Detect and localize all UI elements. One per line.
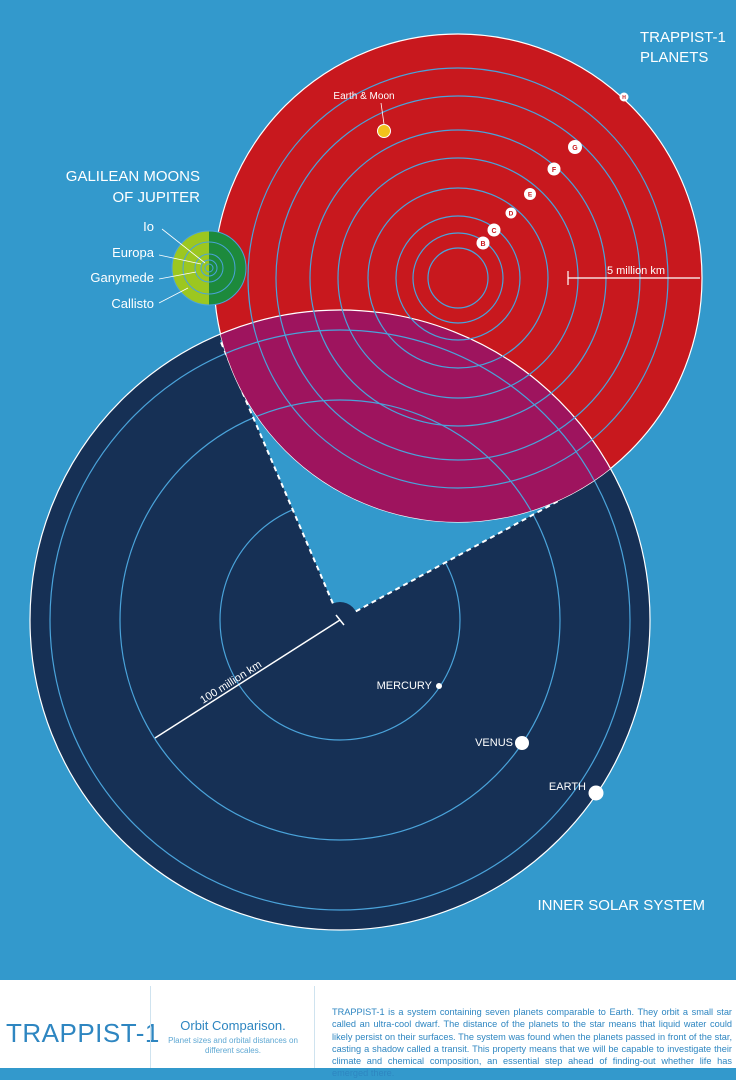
moon-leaders xyxy=(158,228,206,304)
callisto-edge xyxy=(171,230,247,306)
trappist-heading-line2: PLANETS xyxy=(640,49,708,66)
trappist-scale-label: 5 million km xyxy=(607,265,665,277)
mercury-dot xyxy=(436,683,442,689)
planet-b-letter: B xyxy=(480,241,485,248)
overlap-edge xyxy=(214,309,651,522)
galilean-heading-line1: GALILEAN MOONS xyxy=(66,168,200,185)
ganymede-leader xyxy=(158,271,197,280)
earth-moon-label: Earth & Moon xyxy=(333,91,394,102)
planet-c-dot xyxy=(487,223,501,237)
planet-b-dot xyxy=(476,236,490,250)
overlap-venus-orbit xyxy=(214,399,561,522)
planet-d: D xyxy=(505,207,517,219)
earth-moon-dot xyxy=(377,124,391,138)
ganymede-orbit xyxy=(194,253,224,283)
orbit-d xyxy=(395,215,521,341)
io-label: Io xyxy=(143,219,154,234)
overlap-region xyxy=(214,309,651,522)
io-orbit xyxy=(204,263,214,273)
moon-orbits xyxy=(171,230,247,306)
planet-f-dot xyxy=(547,162,561,176)
overlap-earth-orbit xyxy=(214,329,631,522)
europa-label: Europa xyxy=(112,245,155,260)
footer: TRAPPIST-1 Orbit Comparison. Planet size… xyxy=(0,980,736,1078)
planet-f: F xyxy=(547,162,561,176)
footer-subtitle: Orbit Comparison. xyxy=(180,1018,286,1033)
trappist-heading-line1: TRAPPIST-1 xyxy=(640,29,726,46)
orbit-b xyxy=(427,247,489,309)
callisto-orbit xyxy=(182,241,236,295)
galilean-system: Io Europa Ganymede Callisto GALILEAN MOO… xyxy=(66,168,247,311)
orbit-e xyxy=(367,187,549,369)
earth-dot xyxy=(588,785,604,801)
jupiter-overlap xyxy=(209,231,246,305)
planet-g: G xyxy=(568,140,582,154)
planet-h-dot xyxy=(619,92,629,102)
footer-divider-right xyxy=(314,986,315,1068)
europa-orbit xyxy=(200,259,218,277)
footer-title: TRAPPIST-1 xyxy=(6,1018,160,1048)
planet-c-letter: C xyxy=(491,228,496,235)
io-leader xyxy=(161,228,206,264)
venus-label: VENUS xyxy=(475,737,513,749)
footer-note: Planet sizes and orbital distances on di… xyxy=(168,1036,298,1055)
mercury-label: MERCURY xyxy=(377,680,433,692)
planet-d-dot xyxy=(505,207,517,219)
earth-label: EARTH xyxy=(549,781,586,793)
trappist-system: 5 million km B C D E F G H E xyxy=(213,29,726,523)
planet-e-letter: E xyxy=(528,192,533,199)
planet-h: H xyxy=(619,92,629,102)
solar-scale-line xyxy=(154,619,341,739)
footer-description: TRAPPIST-1 is a system containing seven … xyxy=(332,1007,732,1079)
planet-c: C xyxy=(487,223,501,237)
callisto-leader xyxy=(158,287,189,304)
orbit-c xyxy=(412,232,504,324)
planet-d-letter: D xyxy=(509,211,514,218)
venus-dot xyxy=(515,736,529,750)
inner-solar-system-heading: INNER SOLAR SYSTEM xyxy=(537,897,705,914)
planet-f-letter: F xyxy=(552,167,557,174)
footer-divider-left xyxy=(150,986,151,1068)
planet-b: B xyxy=(476,236,490,250)
solar-scale-tick xyxy=(335,614,345,626)
planet-e: E xyxy=(524,188,536,200)
planet-g-letter: G xyxy=(572,145,578,152)
planet-h-letter: H xyxy=(622,95,626,101)
wedge-edge-right xyxy=(339,499,561,621)
overlap-fill xyxy=(214,310,650,522)
planet-g-dot xyxy=(568,140,582,154)
callisto-label: Callisto xyxy=(111,296,154,311)
galilean-heading-line2: OF JUPITER xyxy=(112,189,200,206)
ganymede-label: Ganymede xyxy=(90,270,154,285)
planet-e-dot xyxy=(524,188,536,200)
earth-moon-leader xyxy=(380,102,385,125)
europa-leader xyxy=(158,254,202,265)
